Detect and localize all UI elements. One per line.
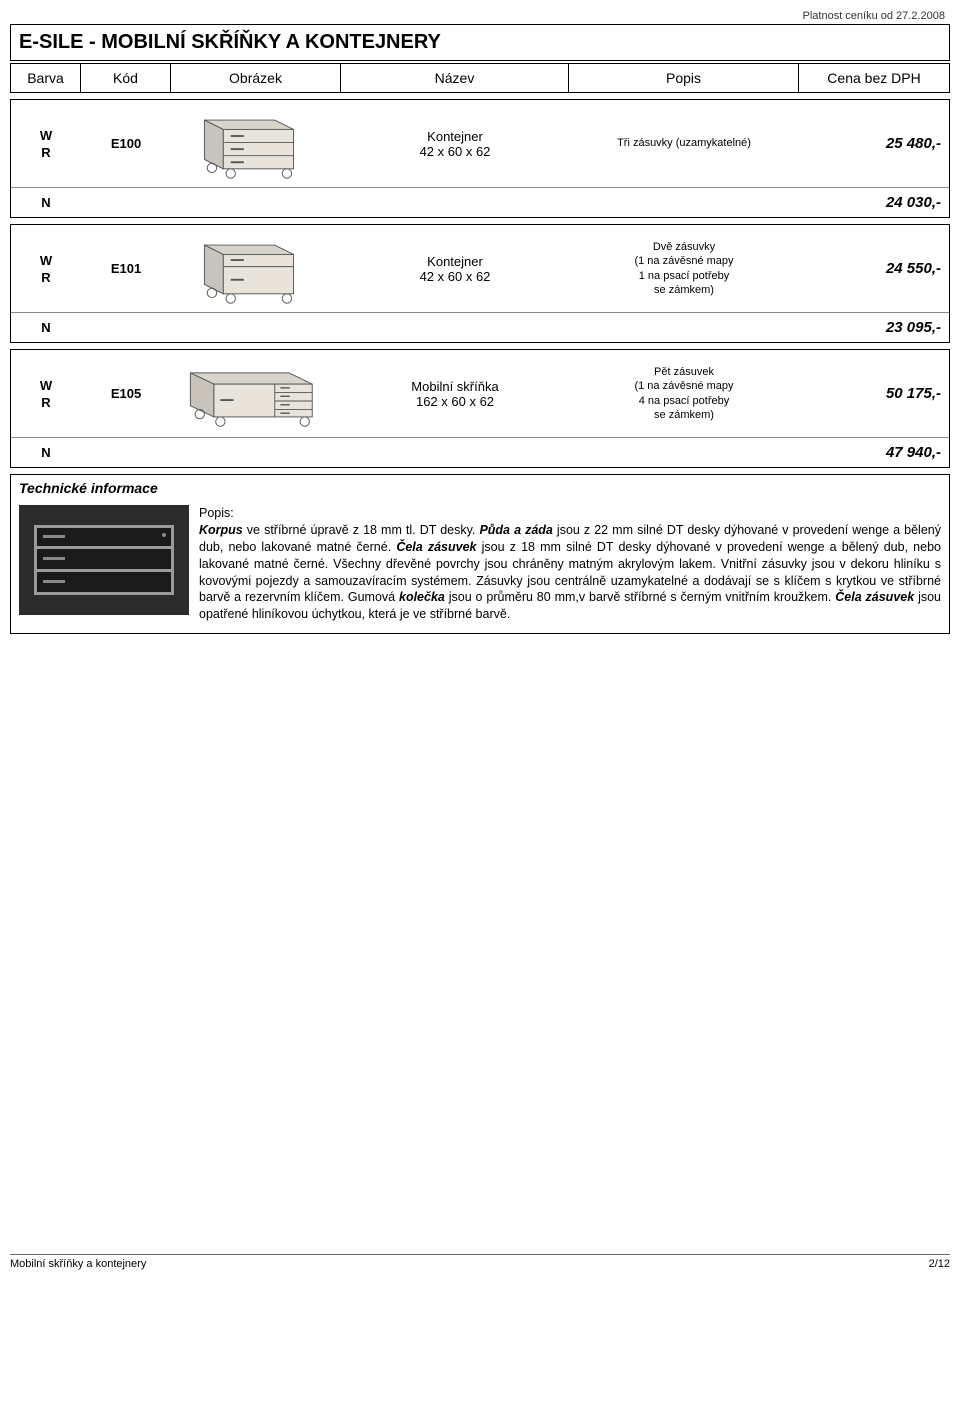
footer-right: 2/12	[929, 1258, 950, 1270]
header-obrazek: Obrázek	[171, 64, 341, 92]
dims-text: 162 x 60 x 62	[416, 394, 494, 409]
price-top: 24 550,-	[799, 225, 949, 312]
product-code: E105	[81, 350, 171, 437]
variant-labels: W R	[11, 225, 81, 312]
product-name: Mobilní skříňka 162 x 60 x 62	[341, 350, 569, 437]
cabinet-photo-icon	[19, 505, 189, 615]
price-list-validity: Platnost ceníku od 27.2.2008	[10, 10, 950, 22]
product-image	[171, 225, 341, 312]
product-desc: Pět zásuvek (1 na závěsné mapy 4 na psac…	[569, 350, 799, 437]
footer-left: Mobilní skříňky a kontejnery	[10, 1258, 146, 1270]
price-top: 50 175,-	[799, 350, 949, 437]
tech-info-image	[19, 505, 189, 623]
product-row: W R E105 Mobiln	[10, 349, 950, 468]
tech-info-title: Technické informace	[11, 475, 949, 501]
header-cena: Cena bez DPH	[799, 64, 949, 92]
tech-label: Popis:	[199, 506, 234, 520]
name-text: Mobilní skříňka	[411, 379, 498, 394]
product-code: E100	[81, 100, 171, 187]
product-desc: Tři zásuvky (uzamykatelné)	[569, 100, 799, 187]
header-nazev: Název	[341, 64, 569, 92]
variant-w: W	[40, 378, 52, 393]
spacer	[81, 188, 799, 217]
variant-w: W	[40, 253, 52, 268]
variant-r: R	[41, 395, 50, 410]
product-name: Kontejner 42 x 60 x 62	[341, 225, 569, 312]
spacer	[81, 438, 799, 467]
variant-w: W	[40, 128, 52, 143]
product-image	[171, 100, 341, 187]
header-popis: Popis	[569, 64, 799, 92]
cabinet-2drawer-icon	[181, 231, 331, 306]
variant-r: R	[41, 270, 50, 285]
tech-info-text: Popis: Korpus ve stříbrné úpravě z 18 mm…	[199, 505, 941, 623]
header-barva: Barva	[11, 64, 81, 92]
price-top: 25 480,-	[799, 100, 949, 187]
variant-r: R	[41, 145, 50, 160]
cabinet-3drawer-icon	[181, 106, 331, 181]
price-bottom: 47 940,-	[799, 438, 949, 467]
variant-n: N	[11, 438, 81, 467]
product-row: W R E101 Kontejner 42 x 60 x 62 Dvě zásu…	[10, 224, 950, 343]
product-row: W R E100 Kontejner 42 x 60 x 62 Tři	[10, 99, 950, 218]
variant-labels: W R	[11, 100, 81, 187]
page-title: E-SILE - MOBILNÍ SKŘÍŇKY A KONTEJNERY	[10, 24, 950, 61]
table-header: Barva Kód Obrázek Název Popis Cena bez D…	[10, 63, 950, 93]
dims-text: 42 x 60 x 62	[420, 144, 491, 159]
mobile-cabinet-icon	[181, 356, 331, 431]
price-bottom: 23 095,-	[799, 313, 949, 342]
product-code: E101	[81, 225, 171, 312]
price-bottom: 24 030,-	[799, 188, 949, 217]
name-text: Kontejner	[427, 254, 483, 269]
page-footer: Mobilní skříňky a kontejnery 2/12	[10, 1254, 950, 1270]
name-text: Kontejner	[427, 129, 483, 144]
header-kod: Kód	[81, 64, 171, 92]
dims-text: 42 x 60 x 62	[420, 269, 491, 284]
product-name: Kontejner 42 x 60 x 62	[341, 100, 569, 187]
variant-labels: W R	[11, 350, 81, 437]
product-desc: Dvě zásuvky (1 na závěsné mapy 1 na psac…	[569, 225, 799, 312]
variant-n: N	[11, 313, 81, 342]
technical-info-box: Technické informace Popis: Korpus ve stř…	[10, 474, 950, 634]
spacer	[81, 313, 799, 342]
variant-n: N	[11, 188, 81, 217]
product-image	[171, 350, 341, 437]
